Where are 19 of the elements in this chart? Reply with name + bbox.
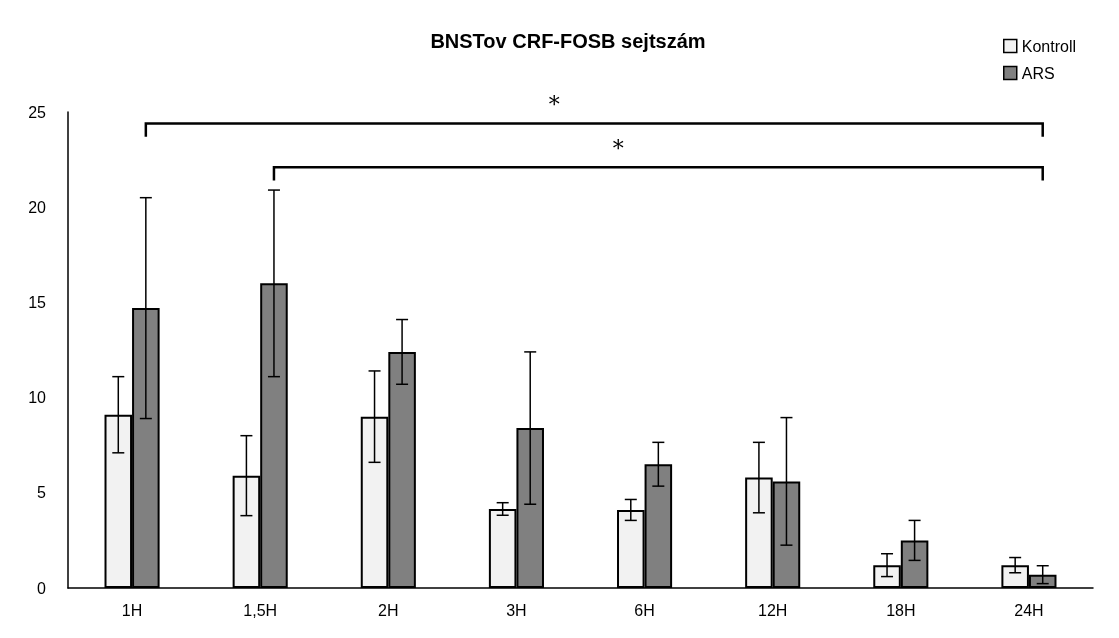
x-tick-label: 1H — [121, 601, 143, 619]
y-tick-label: 20 — [28, 198, 47, 216]
annotation: * — [548, 91, 560, 117]
x-tick-label: 2H — [378, 601, 399, 619]
y-tick-label: 0 — [37, 579, 47, 597]
y-tick-label: 15 — [28, 293, 47, 311]
x-tick-label: 3H — [506, 601, 527, 619]
x-tick-label: 12H — [758, 601, 788, 619]
x-tick-label: 18H — [886, 601, 916, 619]
x-tick-label: 24H — [1014, 601, 1044, 619]
y-tick-label: 5 — [37, 484, 47, 502]
legend-label: Kontroll — [1021, 37, 1076, 55]
y-tick-label: 25 — [28, 103, 47, 121]
legend-label: ARS — [1021, 64, 1055, 82]
y-tick-label: 10 — [28, 389, 47, 407]
x-tick-label: 6H — [634, 601, 655, 619]
annotation: * — [612, 135, 624, 161]
x-tick-label: 1,5H — [243, 601, 278, 619]
chart-title: BNSTov CRF-FOSB sejtszám — [430, 30, 706, 52]
